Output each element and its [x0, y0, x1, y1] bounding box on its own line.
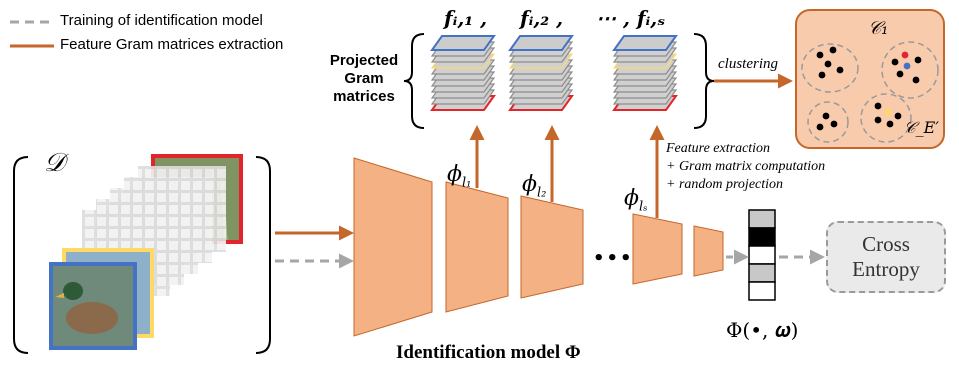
cluster-point	[829, 46, 837, 54]
network-layer-2	[445, 181, 509, 313]
gram-matrix-layer	[430, 35, 496, 51]
f-label-2: 𝒇ᵢ,₂ ,	[520, 6, 564, 30]
output-cell	[748, 227, 776, 247]
gram-matrix-layer	[508, 35, 574, 51]
network-layer-5	[693, 225, 724, 277]
cluster-point	[884, 108, 892, 116]
dataset-left-bracket	[13, 156, 29, 354]
cluster-ellipse	[860, 93, 912, 143]
cluster-ellipse	[881, 41, 939, 99]
cross-entropy-box: Cross Entropy	[826, 221, 946, 293]
network-layer-3	[520, 195, 584, 299]
cluster-point	[816, 51, 824, 59]
dataset-label: 𝒟	[44, 148, 65, 178]
gram-matrix-stacks	[430, 35, 678, 111]
legend-solid-label: Feature Gram matrices extraction	[60, 36, 284, 53]
cluster-point	[822, 112, 830, 120]
cluster-point	[818, 71, 826, 79]
phi-label-s: ϕlₛ	[624, 186, 648, 215]
f-label-s: ⋯ , 𝒇ᵢ,ₛ	[596, 6, 666, 30]
cluster-point	[816, 123, 824, 131]
projected-left-brace	[403, 33, 425, 129]
cluster-point	[896, 70, 904, 78]
projected-right-brace	[693, 33, 715, 129]
cluster-ellipse	[807, 101, 849, 143]
legend-dashed-label: Training of identification model	[60, 12, 263, 29]
f-label-1: 𝒇ᵢ,₁ ,	[444, 6, 488, 30]
network-layer-1	[353, 157, 433, 337]
cross-entropy-label: Cross Entropy	[852, 232, 920, 281]
output-cell	[748, 263, 776, 283]
dataset-right-bracket	[255, 156, 271, 354]
output-cell	[748, 245, 776, 265]
cluster-point	[874, 116, 882, 124]
clustering-label: clustering	[718, 56, 778, 72]
cluster-label-e: 𝒞_E′	[904, 118, 939, 137]
cluster-point	[914, 56, 922, 64]
model-title: Identification model Φ	[396, 342, 581, 363]
cluster-point	[891, 58, 899, 66]
feature-extraction-line-2: + Gram matrix computation	[666, 159, 826, 174]
duck-head	[63, 282, 83, 300]
duck-bill	[55, 293, 64, 298]
output-label: Φ(•, 𝝎)	[726, 318, 799, 342]
cluster-points	[816, 46, 922, 131]
cluster-point	[886, 120, 894, 128]
cluster-ellipse	[801, 43, 859, 93]
output-vector	[748, 209, 776, 301]
cluster-point	[903, 62, 911, 70]
cluster-point	[912, 76, 920, 84]
output-cell	[748, 281, 776, 301]
cluster-groups	[801, 41, 939, 143]
cluster-point	[901, 51, 909, 59]
image-stack	[49, 154, 243, 350]
cluster-point	[894, 112, 902, 120]
cluster-point	[874, 102, 882, 110]
identification-network	[353, 157, 724, 337]
network-layer-4	[632, 213, 683, 285]
phi-label-2: ϕl₂	[522, 172, 547, 201]
cluster-label-1: 𝒞₁	[868, 18, 889, 39]
duck-body	[66, 302, 118, 334]
projected-gram-label: Projected Gram matrices	[329, 52, 399, 105]
gram-matrix-layer	[612, 35, 678, 51]
layers-ellipsis: •••	[593, 248, 634, 269]
phi-label-1: ϕl₁	[447, 162, 472, 191]
feature-extraction-line-3: + random projection	[666, 177, 784, 192]
cluster-point	[824, 60, 832, 68]
cluster-point	[830, 120, 838, 128]
output-cell	[748, 209, 776, 229]
cluster-point	[836, 66, 844, 74]
feature-extraction-line-1: Feature extraction	[666, 141, 771, 156]
